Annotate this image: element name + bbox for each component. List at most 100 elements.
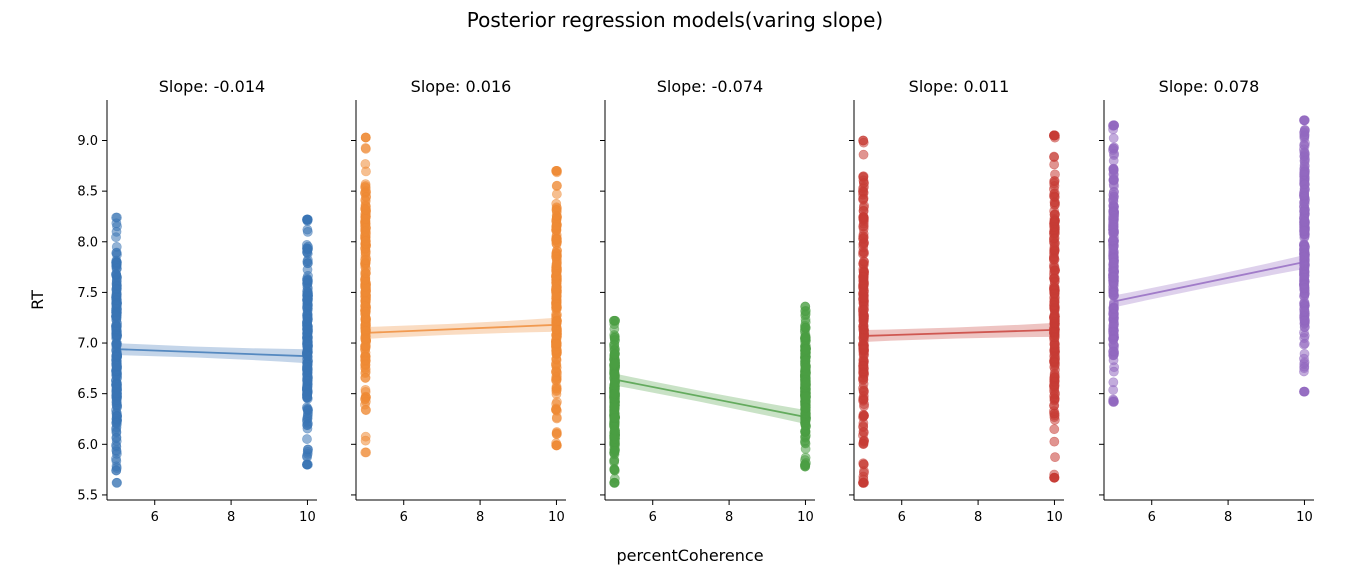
scatter-point — [858, 233, 868, 244]
x-tick-label: 8 — [476, 510, 484, 525]
scatter-point — [1049, 332, 1060, 343]
scatter-point — [800, 344, 811, 355]
scatter-point — [800, 305, 811, 316]
scatter-point — [111, 232, 121, 243]
scatter-point — [1299, 167, 1310, 177]
scatter-point — [1299, 216, 1310, 227]
scatter-point — [609, 477, 620, 488]
scatter-point — [302, 362, 312, 373]
scatter-point — [1300, 184, 1310, 195]
scatter-point — [360, 204, 371, 215]
scatter-point — [1050, 389, 1060, 400]
panel-2: Slope: 0.016 6 8 10 — [351, 77, 566, 525]
scatter-point — [551, 221, 562, 232]
scatter-point — [360, 195, 371, 205]
scatter-point — [800, 443, 811, 454]
scatter-point — [1049, 472, 1060, 483]
x-tick-label: 10 — [797, 510, 814, 525]
x-tick-label: 6 — [151, 510, 159, 525]
scatter-point — [1108, 174, 1119, 184]
scatter-point — [858, 343, 869, 354]
scatter-point — [302, 339, 313, 350]
scatter-point — [1109, 211, 1119, 222]
scatter-point — [111, 281, 122, 292]
scatter-point — [551, 412, 562, 423]
scatter-point — [1049, 273, 1060, 284]
scatter-point — [1108, 377, 1119, 388]
scatter-point — [1299, 149, 1310, 160]
scatter-point — [302, 403, 313, 414]
scatter-point — [858, 324, 869, 335]
scatter-point — [609, 465, 620, 476]
regression-line — [863, 328, 1055, 337]
scatter-point — [112, 361, 122, 372]
scatter-point — [1108, 124, 1119, 135]
scatter-point — [360, 364, 371, 374]
scatter-point — [360, 236, 371, 247]
scatter-point — [858, 374, 868, 385]
regression-line — [614, 378, 806, 418]
y-tick-label: 8.5 — [77, 185, 98, 200]
scatter-point — [361, 255, 371, 265]
scatter-point — [302, 275, 312, 286]
scatter-point — [1049, 288, 1060, 299]
scatter-point — [111, 417, 122, 428]
x-tick-label: 10 — [1046, 510, 1063, 525]
scatter-point — [1049, 152, 1060, 163]
scatter-point — [111, 321, 122, 332]
scatter-point — [609, 412, 620, 423]
scatter-point — [1299, 198, 1310, 209]
scatter-point — [800, 377, 811, 388]
y-tick-label: 5.5 — [77, 488, 98, 503]
scatter-point — [111, 247, 122, 258]
scatter-point — [1299, 306, 1310, 317]
scatter-point — [1049, 184, 1059, 195]
scatter-point — [858, 135, 869, 146]
scatter-point — [609, 388, 620, 399]
scatter-point — [302, 294, 313, 305]
scatter-point — [1299, 386, 1309, 397]
scatter-point — [858, 149, 869, 160]
figure-title: Posterior regression models(varing slope… — [466, 8, 884, 32]
scatter-point — [360, 435, 371, 446]
scatter-point — [361, 306, 371, 317]
scatter-point — [1049, 233, 1059, 244]
scatter-point — [302, 214, 313, 225]
scatter-point — [1048, 381, 1059, 391]
scatter-point — [360, 404, 371, 415]
scatter-point — [858, 439, 869, 449]
scatter-point — [111, 446, 122, 457]
scatter-point — [302, 313, 313, 324]
scatter-point — [302, 264, 313, 275]
scatter-point — [1049, 310, 1060, 320]
panel-5: Slope: 0.078 6 8 10 — [1099, 77, 1314, 525]
scatter-point — [858, 293, 869, 304]
scatter-point — [112, 379, 122, 390]
scatter-point — [1049, 357, 1060, 368]
regression-line — [116, 348, 308, 358]
x-tick-label: 8 — [725, 510, 733, 525]
scatter-point — [551, 366, 561, 377]
scatter-point — [360, 333, 371, 344]
regression-line — [1113, 261, 1305, 303]
scatter-point — [551, 302, 562, 312]
y-tick-label: 7.0 — [77, 337, 98, 352]
panel-1: Slope: -0.014 5.5 6.0 6.5 7.0 7.5 8.0 8.5 9.0 6 8 1… — [77, 77, 317, 525]
scatter-point — [1108, 287, 1119, 298]
scatter-point — [360, 394, 370, 405]
scatter-point — [111, 299, 122, 310]
scatter-point — [361, 447, 372, 458]
scatter-point — [1049, 243, 1060, 254]
panel-4: Slope: 0.011 6 8 10 — [849, 77, 1064, 525]
scatter-point — [1108, 271, 1119, 282]
regression-line — [365, 323, 557, 334]
scatter-point — [1049, 218, 1060, 228]
x-tick-label: 10 — [299, 510, 316, 525]
scatter-point — [1299, 348, 1310, 359]
y-tick-label: 7.5 — [77, 286, 98, 301]
scatter-point — [1299, 291, 1310, 301]
scatter-point — [1050, 265, 1060, 276]
scatter-point — [1299, 359, 1310, 369]
scatter-point — [302, 389, 313, 400]
